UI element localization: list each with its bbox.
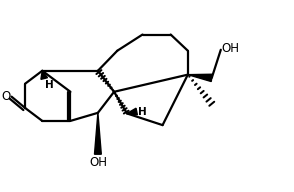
- Polygon shape: [188, 74, 212, 82]
- Text: O: O: [1, 90, 11, 103]
- Text: H: H: [138, 107, 146, 117]
- Polygon shape: [127, 108, 137, 115]
- Polygon shape: [94, 113, 101, 154]
- Text: OH: OH: [222, 42, 240, 55]
- Text: H: H: [45, 79, 54, 89]
- Polygon shape: [41, 71, 48, 79]
- Text: OH: OH: [89, 156, 107, 169]
